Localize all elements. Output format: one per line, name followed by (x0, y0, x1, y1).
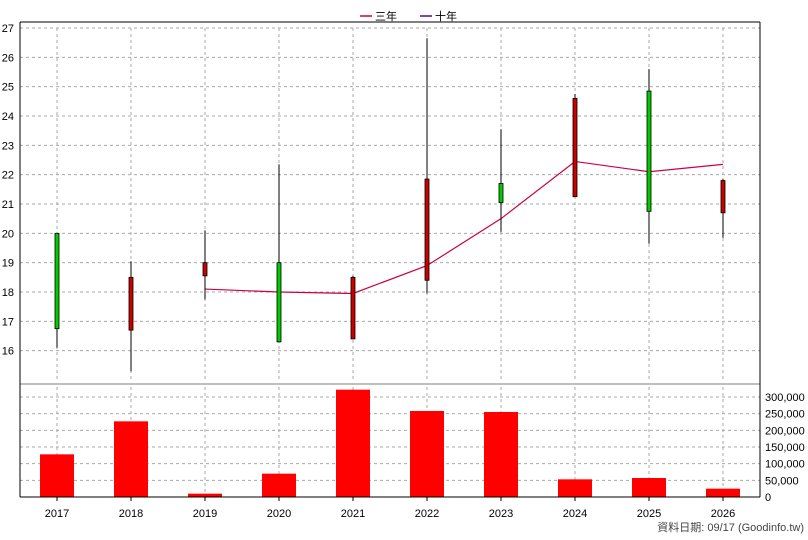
chart-axes (19, 21, 761, 498)
x-tick-label-2019: 2019 (193, 508, 217, 520)
x-tick-label-2021: 2021 (341, 508, 365, 520)
price-tick-label: 20 (2, 228, 14, 240)
volume-bar-2020 (262, 473, 296, 497)
candle-body-2023 (498, 183, 504, 203)
candle-body-2021 (350, 276, 356, 340)
three-year-average-polyline (204, 160, 724, 295)
price-tick-label: 22 (2, 170, 14, 182)
legend-label-0: 三年 (375, 9, 397, 23)
source-note: 資料日期: 09/17 (Goodinfo.tw) (657, 520, 804, 534)
volume-tick-label: 0 (765, 492, 771, 504)
price-tick-label: 19 (2, 258, 14, 270)
x-tick-label-2018: 2018 (119, 508, 143, 520)
volume-bar-2024 (558, 479, 592, 497)
volume-tick-label: 150,000 (765, 442, 805, 454)
candle-body-2026 (720, 180, 726, 214)
x-axis-ticks: 2017 2018 2019 2020 2021 2022 2023 2024 2025 2026 (45, 497, 735, 520)
volume-bar-2019 (188, 493, 222, 497)
price-axis-ticks: 16 17 18 19 20 21 22 23 24 25 26 27 (2, 23, 14, 358)
price-tick-label: 16 (2, 346, 14, 358)
three-year-average-line (204, 160, 724, 295)
price-tick-label: 27 (2, 23, 14, 35)
legend-label-1: 十年 (435, 9, 457, 23)
x-tick-label-2017: 2017 (45, 508, 69, 520)
price-tick-label: 21 (2, 199, 14, 211)
volume-tick-label: 100,000 (765, 459, 805, 471)
price-tick-label: 23 (2, 140, 14, 152)
volume-tick-label: 250,000 (765, 409, 805, 421)
x-tick-label-2023: 2023 (489, 508, 513, 520)
x-tick-label-2026: 2026 (711, 508, 735, 520)
volume-axis-ticks: 0 50,000 100,000 150,000 200,000 250,000 300,0… (765, 392, 805, 504)
candle-body-2025 (646, 90, 652, 212)
volume-tick-label: 200,000 (765, 425, 805, 437)
price-tick-label: 17 (2, 316, 14, 328)
volume-bar-2021 (336, 389, 370, 497)
volume-bar-2025 (632, 478, 666, 497)
price-tick-label: 24 (2, 111, 14, 123)
price-tick-label: 25 (2, 82, 14, 94)
chart-legend: 三年 十年 (360, 9, 457, 23)
price-tick-label: 18 (2, 287, 14, 299)
volume-tick-label: 300,000 (765, 392, 805, 404)
candle-body-2020 (276, 262, 282, 343)
volume-bars (40, 389, 740, 497)
price-candles (54, 38, 726, 372)
candle-body-2022 (424, 178, 430, 281)
candle-body-2018 (128, 276, 134, 331)
volume-bar-2022 (410, 411, 444, 497)
volume-tick-label: 50,000 (765, 475, 799, 487)
x-tick-label-2020: 2020 (267, 508, 291, 520)
price-tick-label: 26 (2, 52, 14, 64)
x-tick-label-2024: 2024 (563, 508, 587, 520)
candle-body-2024 (572, 98, 578, 198)
candle-body-2017 (54, 232, 60, 330)
x-tick-label-2025: 2025 (637, 508, 661, 520)
volume-bar-2018 (114, 421, 148, 497)
volume-bar-2017 (40, 454, 74, 497)
x-tick-label-2022: 2022 (415, 508, 439, 520)
volume-bar-2026 (706, 488, 740, 497)
candle-body-2019 (202, 262, 208, 277)
volume-bar-2023 (484, 412, 518, 497)
